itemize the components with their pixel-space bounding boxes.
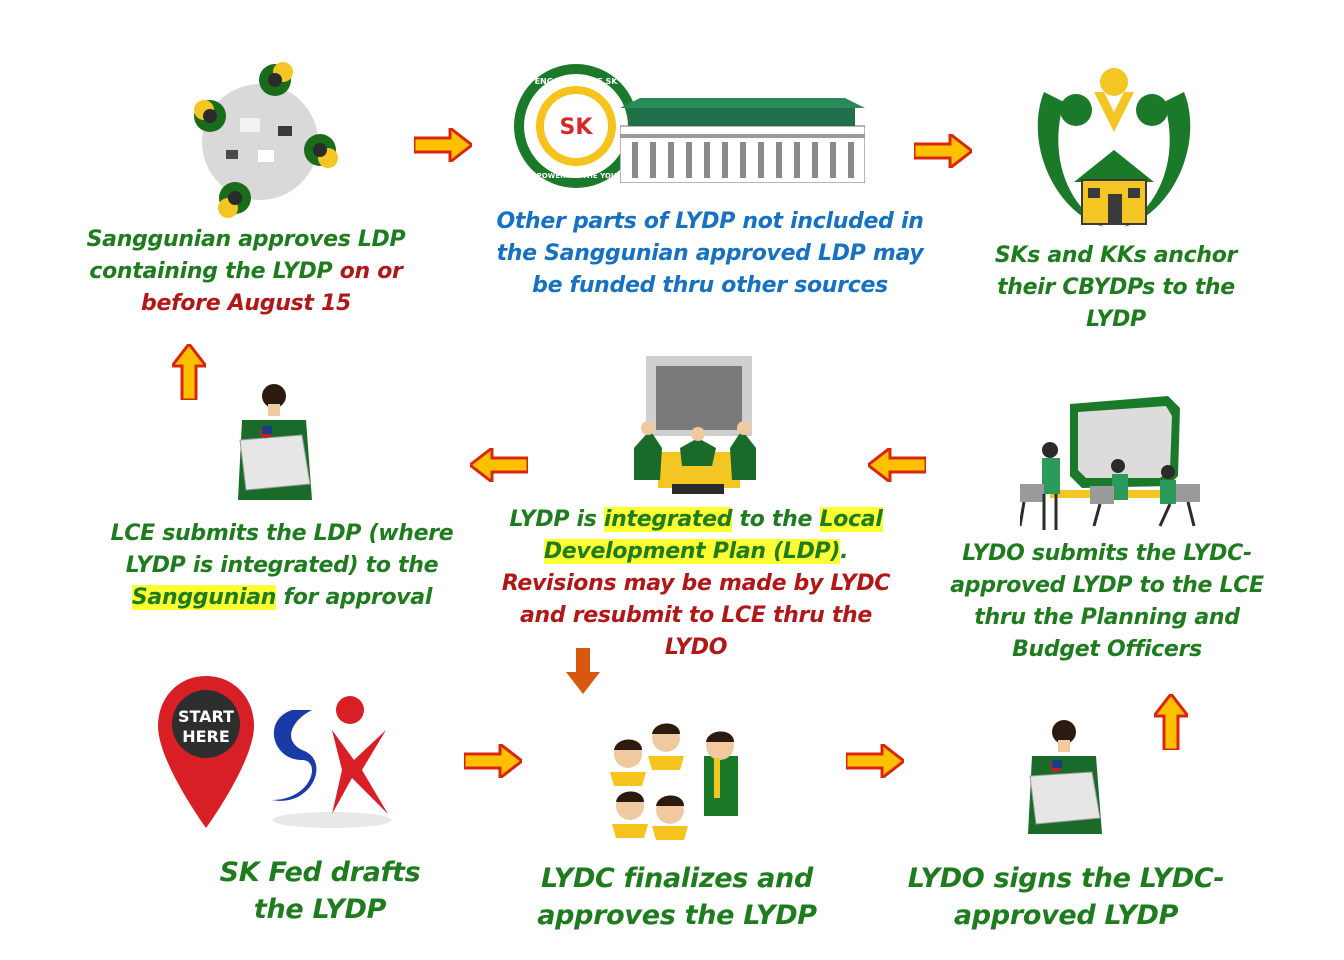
arrow-right-icon (846, 744, 904, 778)
arrow-up-icon (1154, 694, 1188, 750)
highlight-ldp: Development Plan (LDP) (543, 539, 841, 564)
caption-line: the LYDP (253, 894, 387, 925)
caption-line: containing the LYDP (89, 259, 333, 284)
caption-line: LCE submits the LDP (where (110, 521, 454, 546)
caption-lce-submits: LCE submits the LDP (where LYDP is integ… (106, 518, 458, 614)
caption-lydo-submits: LYDO submits the LYDC- approved LYDP to … (940, 538, 1274, 666)
highlight-sanggunian: Sanggunian (131, 585, 277, 610)
here-text: HERE (182, 727, 230, 746)
start-here-pin: START HERE (158, 676, 254, 828)
caption-lydo-signs: LYDO signs the LYDC-approved LYDP (896, 860, 1236, 934)
caption-line: Budget Officers (1012, 637, 1202, 662)
boardroom-illustration (632, 356, 756, 494)
caption-line: thru the Planning and (974, 605, 1240, 630)
caption-line: approves the LYDP (537, 900, 817, 931)
start-text: START (178, 707, 234, 726)
caption-sk-fed-drafts: SK Fed drafts the LYDP (196, 854, 444, 928)
caption-line: LYDO signs the (907, 863, 1131, 894)
caption-line: for approval (276, 585, 433, 610)
arrow-up-icon (172, 344, 206, 400)
caption-lydc-finalizes: LYDC finalizes and approves the LYDP (520, 860, 834, 934)
sk-logo (272, 696, 392, 828)
caption-line: on or before August 15 (141, 259, 403, 316)
highlight-integrated: integrated (603, 507, 733, 532)
arrow-left-icon (868, 448, 926, 482)
caption-line: in the Sanggunian approved LDP (496, 209, 924, 266)
caption-text: LYDP is (509, 507, 604, 532)
sk-house-logo (1037, 68, 1191, 227)
caption-line: LYDO submits the LYDC- (962, 541, 1252, 566)
caption-sanggunian-approves: Sanggunian approves LDP containing the L… (76, 224, 416, 320)
logo-top-text: ENGAGING THE SK (535, 77, 619, 86)
caption-line: SKs and KKs anchor (994, 243, 1238, 268)
logo-center-text: SK (560, 115, 594, 140)
arrow-left-icon (470, 448, 528, 482)
caption-text: to the (732, 507, 820, 532)
caption-text: . (840, 539, 849, 564)
caption-other-parts: Other parts of LYDP not included in the … (496, 206, 924, 302)
caption-line: LYDC finalizes and (541, 863, 813, 894)
building-illustration (620, 98, 865, 183)
caption-sks-kks-anchor: SKs and KKs anchor their CBYDPs to the L… (976, 240, 1256, 336)
caption-line: their CBYDPs to the (997, 275, 1235, 300)
engaging-sk-logo: SK ENGAGING THE SK EMPOWERING THE YOUTH (514, 64, 638, 188)
caption-line: LYDC-approved LYDP (953, 863, 1225, 931)
lce-person-illustration (238, 384, 312, 500)
caption-line: may be funded thru other sources (532, 241, 924, 298)
caption-line: LYDC and resubmit to LCE thru (519, 571, 891, 628)
logo-bottom-text: EMPOWERING THE YOUTH (525, 172, 627, 180)
caption-line: SK Fed drafts (219, 857, 421, 888)
arrow-right-icon (914, 134, 972, 168)
caption-lydp-integrated: LYDP is integrated to the Local Developm… (488, 504, 904, 664)
team-whiteboard-illustration (1020, 396, 1200, 530)
arrow-right-icon (464, 744, 522, 778)
highlight-local: Local (819, 507, 883, 532)
arrow-right-icon (414, 128, 472, 162)
caption-line: Sanggunian approves LDP (86, 227, 406, 252)
caption-line: the LYDO (664, 603, 873, 660)
group-discussion-illustration (610, 723, 738, 840)
caption-line: LYDP (1086, 307, 1146, 332)
caption-line: LYDP is integrated) to the (125, 553, 439, 578)
lydo-person-illustration (1028, 720, 1102, 834)
caption-line: approved LYDP to the LCE (950, 573, 1264, 598)
meeting-table-illustration (194, 62, 338, 218)
caption-line: Revisions may be made by (501, 571, 824, 596)
arrow-down-icon (566, 648, 600, 694)
caption-line: Other parts of LYDP not included (496, 209, 894, 234)
